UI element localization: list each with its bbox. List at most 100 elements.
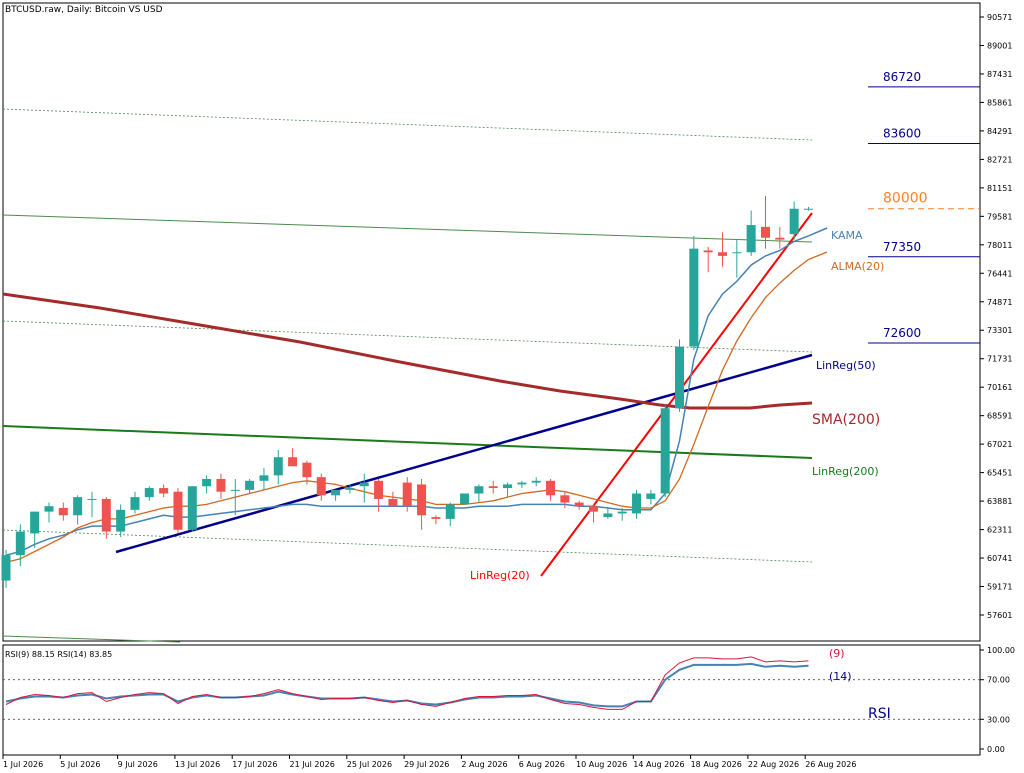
candle-body xyxy=(130,497,140,510)
candle-body xyxy=(574,502,584,507)
level-label: 80000 xyxy=(883,191,928,207)
price-tick-label: 84291 xyxy=(987,127,1012,136)
alma-label: ALMA(20) xyxy=(831,260,884,273)
linreg200-mid-dotted xyxy=(2,320,813,353)
price-tick-label: 68591 xyxy=(987,412,1012,421)
time-tick-label: 2 Aug 2026 xyxy=(461,760,507,769)
price-tick-label: 89001 xyxy=(987,41,1012,50)
linreg200-line xyxy=(2,425,813,459)
candle-body xyxy=(273,457,283,476)
price-tick-label: 79581 xyxy=(987,212,1012,221)
candle-body xyxy=(718,252,727,256)
price-tick-label: 63881 xyxy=(987,497,1012,506)
rsi-title: RSI(9) 88.15 RSI(14) 83.85 xyxy=(5,650,112,659)
price-tick-label: 76441 xyxy=(987,269,1012,278)
candle-body xyxy=(803,208,813,210)
candle-body xyxy=(345,488,355,490)
price-tick-label: 60741 xyxy=(987,554,1012,563)
time-tick-label: 1 Jul 2026 xyxy=(3,760,43,769)
candle-body xyxy=(632,493,642,514)
linreg50-label: LinReg(50) xyxy=(816,359,876,372)
alma-extension xyxy=(808,251,828,261)
indicator-lines xyxy=(2,108,828,643)
candle-body xyxy=(359,482,369,487)
price-tick-label: 65451 xyxy=(987,469,1012,478)
candle-body xyxy=(374,480,384,499)
candle-body xyxy=(503,484,513,489)
candle-body xyxy=(546,480,556,496)
candle-body xyxy=(603,513,613,518)
candle-body xyxy=(87,498,97,500)
time-tick-label: 13 Jul 2026 xyxy=(175,760,220,769)
rsi-tick-label: 70.00 xyxy=(987,676,1010,685)
time-tick-label: 26 Aug 2026 xyxy=(805,760,856,769)
time-tick-label: 10 Aug 2026 xyxy=(576,760,627,769)
candle-body xyxy=(187,486,197,530)
candle-body xyxy=(689,248,699,347)
price-tick-label: 59171 xyxy=(987,583,1012,592)
rsi-pane-frame xyxy=(2,644,981,756)
time-tick-label: 6 Aug 2026 xyxy=(519,760,565,769)
linreg200-label: LinReg(200) xyxy=(812,465,879,478)
time-axis: 1 Jul 2026 5 Jul 2026 9 Jul 2026 13 Jul 202… xyxy=(2,755,856,769)
candle-body xyxy=(15,531,25,556)
linreg50-line xyxy=(115,353,813,554)
price-tick-label: 70161 xyxy=(987,383,1012,392)
time-tick-label: 5 Jul 2026 xyxy=(60,760,100,769)
sma200-line xyxy=(2,292,813,410)
candle-body xyxy=(101,498,111,532)
linreg200-lower-band xyxy=(2,635,181,643)
price-axis: 90571 89001 87431 85861 84291 82721 81151 79581… xyxy=(980,13,1012,620)
candle-body xyxy=(173,491,183,530)
candle-body xyxy=(431,517,441,519)
time-tick-label: 22 Aug 2026 xyxy=(748,760,799,769)
candle-body xyxy=(417,484,427,516)
candle-body xyxy=(302,462,312,478)
price-tick-label: 87431 xyxy=(987,70,1012,79)
candle-body xyxy=(73,497,83,516)
candle-body xyxy=(230,489,240,491)
candle-body xyxy=(460,493,470,505)
chart-title: BTCUSD.raw, Daily: Bitcoin VS USD xyxy=(5,5,163,15)
candle-body xyxy=(760,226,770,238)
time-tick-label: 9 Jul 2026 xyxy=(118,760,158,769)
candle-body xyxy=(159,488,169,494)
kama-label: KAMA xyxy=(831,229,863,242)
price-tick-label: 81151 xyxy=(987,184,1012,193)
level-label: 77350 xyxy=(883,240,921,254)
candle-body xyxy=(474,486,484,494)
candle-body xyxy=(646,493,656,499)
candle-body xyxy=(388,498,398,507)
price-tick-label: 74871 xyxy=(987,298,1012,307)
chart-frames xyxy=(2,2,981,756)
time-tick-label: 18 Aug 2026 xyxy=(691,760,742,769)
rsi9-tag: (9) xyxy=(829,647,845,660)
candle-body xyxy=(617,511,627,514)
candle-body xyxy=(517,482,527,485)
linreg200-upper-dotted xyxy=(2,108,813,141)
time-tick-label: 29 Jul 2026 xyxy=(404,760,449,769)
price-tick-label: 78011 xyxy=(987,241,1012,250)
candle-body xyxy=(30,511,40,534)
candle-body xyxy=(202,478,212,487)
candle-body xyxy=(316,477,326,496)
linreg20-label: LinReg(20) xyxy=(470,569,530,582)
indicator-labels: KAMA ALMA(20) LinReg(50) SMA(200) LinReg(200… xyxy=(470,229,884,582)
candle-body xyxy=(746,225,756,253)
linreg200-lower-dotted xyxy=(2,529,813,563)
rsi-label: RSI xyxy=(868,706,891,722)
candle-body xyxy=(331,489,341,496)
time-tick-label: 14 Aug 2026 xyxy=(633,760,684,769)
candle-body xyxy=(58,508,68,516)
candle-body xyxy=(1,555,11,581)
kama-extension xyxy=(808,227,828,237)
rsi-pane: RSI(9) 88.15 RSI(14) 83.85 100.00 70.00 30.… xyxy=(3,646,1015,754)
candle-body xyxy=(660,408,670,494)
time-tick-label: 25 Jul 2026 xyxy=(347,760,392,769)
price-tick-label: 90571 xyxy=(987,13,1012,22)
price-tick-label: 82721 xyxy=(987,155,1012,164)
price-tick-label: 67021 xyxy=(987,440,1012,449)
price-levels: 86720 83600 80000 77350 72600 xyxy=(868,70,980,344)
candle-body xyxy=(589,506,599,512)
rsi-tick-label: 0.00 xyxy=(987,745,1005,754)
